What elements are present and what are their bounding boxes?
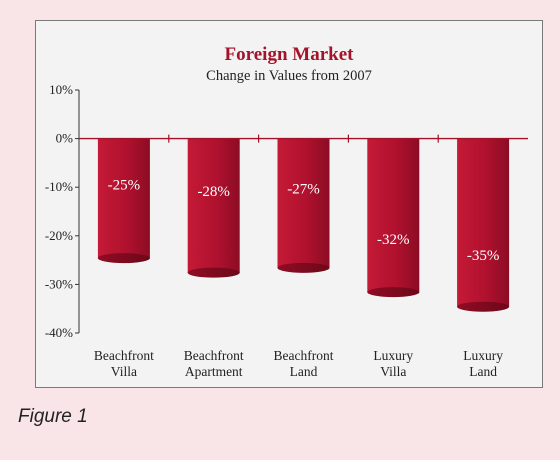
bar — [367, 138, 420, 298]
bar-body — [277, 138, 330, 268]
category-label: Villa — [111, 364, 137, 379]
bar — [97, 138, 150, 264]
y-tick-label: -30% — [45, 276, 73, 291]
bar-base — [187, 267, 240, 278]
y-tick-label: 10% — [49, 82, 73, 97]
bar-body — [367, 138, 420, 293]
y-tick-label: 0% — [56, 131, 74, 146]
category-label: Luxury — [373, 348, 413, 363]
bar-base — [97, 253, 150, 264]
chart-title: Foreign Market — [225, 44, 355, 65]
category-label: Villa — [380, 364, 406, 379]
bar — [457, 138, 510, 312]
bar — [187, 138, 240, 278]
category-label: Luxury — [463, 348, 503, 363]
bar-base — [277, 262, 330, 273]
y-tick-label: -10% — [45, 179, 73, 194]
category-label: Apartment — [185, 364, 243, 379]
category-label: Land — [290, 364, 318, 379]
figure-caption: Figure 1 — [18, 406, 88, 427]
category-label: Beachfront — [274, 348, 334, 363]
bar-body — [187, 138, 240, 273]
data-label: -28% — [197, 184, 230, 200]
bar — [277, 138, 330, 273]
category-label: Land — [469, 364, 497, 379]
bar-body — [97, 138, 150, 259]
data-label: -32% — [377, 232, 410, 248]
y-tick-label: -20% — [45, 228, 73, 243]
y-tick-label: -40% — [45, 325, 73, 340]
data-label: -35% — [467, 248, 500, 264]
category-label: Beachfront — [184, 348, 244, 363]
bar-base — [457, 301, 510, 312]
chart-subtitle: Change in Values from 2007 — [206, 68, 372, 84]
data-label: -27% — [287, 182, 320, 198]
category-label: Beachfront — [94, 348, 154, 363]
bar-body — [457, 138, 510, 307]
bar-base — [367, 287, 420, 298]
data-label: -25% — [108, 178, 141, 194]
